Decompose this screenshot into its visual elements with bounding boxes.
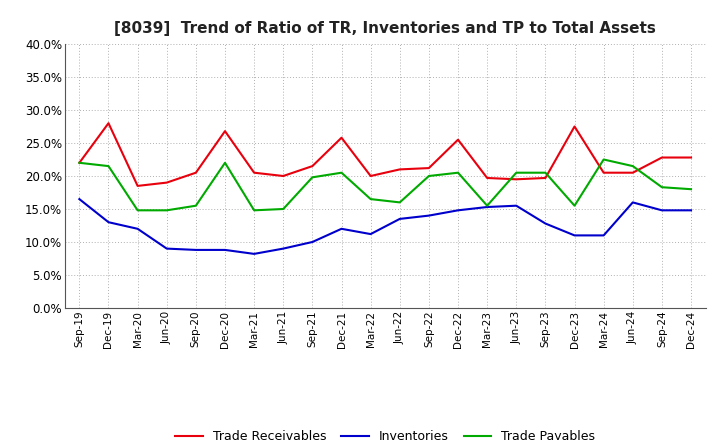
Inventories: [337, 226, 346, 231]
Trade Receivables: [220, 128, 229, 134]
Trade Receivables: [541, 175, 550, 180]
Inventories: [133, 226, 142, 231]
Trade Payables: [163, 208, 171, 213]
Line: Trade Payables: Trade Payables: [79, 160, 691, 210]
Inventories: [657, 208, 666, 213]
Trade Payables: [366, 196, 375, 202]
Trade Receivables: [512, 176, 521, 182]
Trade Receivables: [337, 135, 346, 140]
Inventories: [483, 204, 492, 210]
Trade Payables: [133, 208, 142, 213]
Trade Payables: [220, 160, 229, 165]
Trade Payables: [541, 170, 550, 175]
Trade Receivables: [425, 165, 433, 171]
Trade Payables: [570, 203, 579, 209]
Trade Receivables: [133, 183, 142, 188]
Inventories: [104, 220, 113, 225]
Trade Payables: [512, 170, 521, 175]
Trade Payables: [279, 206, 287, 212]
Trade Payables: [425, 173, 433, 179]
Inventories: [220, 247, 229, 253]
Inventories: [687, 208, 696, 213]
Trade Receivables: [483, 175, 492, 180]
Inventories: [395, 216, 404, 221]
Inventories: [366, 231, 375, 237]
Trade Receivables: [657, 155, 666, 160]
Trade Receivables: [163, 180, 171, 185]
Inventories: [163, 246, 171, 251]
Trade Payables: [629, 163, 637, 169]
Title: [8039]  Trend of Ratio of TR, Inventories and TP to Total Assets: [8039] Trend of Ratio of TR, Inventories…: [114, 21, 656, 36]
Trade Receivables: [104, 121, 113, 126]
Inventories: [454, 208, 462, 213]
Inventories: [75, 196, 84, 202]
Trade Receivables: [192, 170, 200, 175]
Trade Payables: [599, 157, 608, 162]
Trade Payables: [337, 170, 346, 175]
Trade Payables: [483, 203, 492, 209]
Trade Payables: [454, 170, 462, 175]
Trade Payables: [75, 160, 84, 165]
Trade Receivables: [366, 173, 375, 179]
Trade Receivables: [599, 170, 608, 175]
Trade Receivables: [687, 155, 696, 160]
Trade Receivables: [308, 163, 317, 169]
Inventories: [570, 233, 579, 238]
Inventories: [250, 251, 258, 257]
Inventories: [599, 233, 608, 238]
Inventories: [279, 246, 287, 251]
Legend: Trade Receivables, Inventories, Trade Payables: Trade Receivables, Inventories, Trade Pa…: [170, 425, 600, 440]
Trade Payables: [308, 175, 317, 180]
Line: Trade Receivables: Trade Receivables: [79, 123, 691, 186]
Trade Receivables: [395, 167, 404, 172]
Trade Receivables: [279, 173, 287, 179]
Trade Payables: [395, 200, 404, 205]
Trade Receivables: [454, 137, 462, 142]
Trade Payables: [657, 185, 666, 190]
Trade Payables: [104, 163, 113, 169]
Inventories: [512, 203, 521, 209]
Inventories: [192, 247, 200, 253]
Inventories: [308, 239, 317, 245]
Line: Inventories: Inventories: [79, 199, 691, 254]
Trade Payables: [192, 203, 200, 209]
Trade Receivables: [570, 124, 579, 129]
Trade Receivables: [75, 160, 84, 165]
Trade Payables: [250, 208, 258, 213]
Trade Receivables: [629, 170, 637, 175]
Inventories: [629, 200, 637, 205]
Trade Payables: [687, 187, 696, 192]
Inventories: [541, 221, 550, 226]
Trade Receivables: [250, 170, 258, 175]
Inventories: [425, 213, 433, 218]
